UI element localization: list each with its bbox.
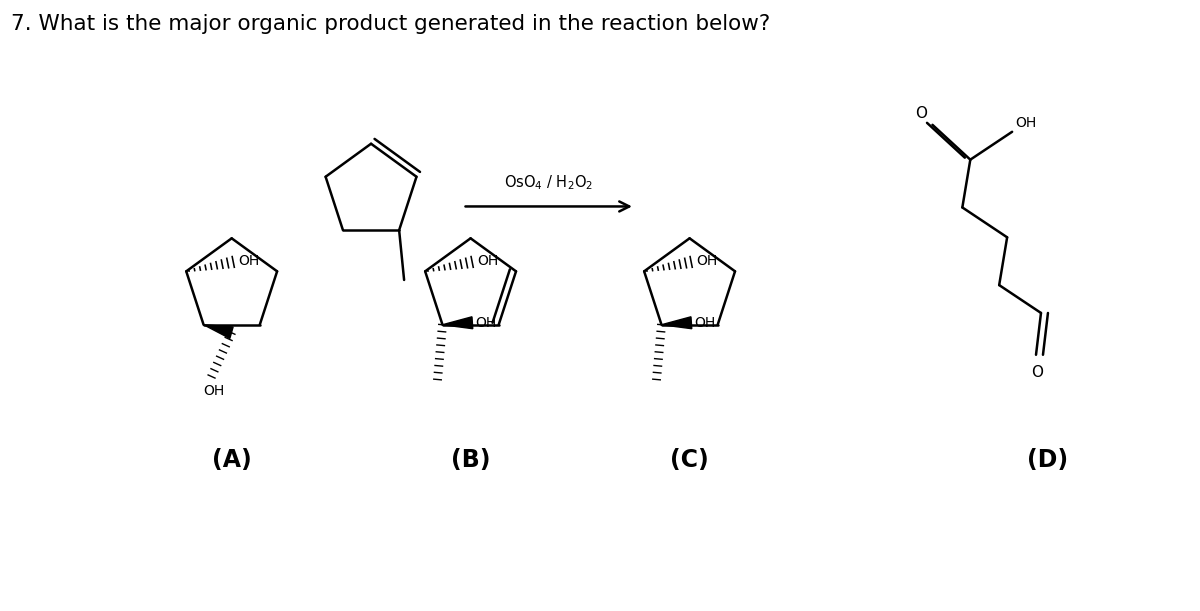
Polygon shape xyxy=(661,316,691,329)
Text: OH: OH xyxy=(238,254,259,268)
Text: (B): (B) xyxy=(451,448,491,472)
Text: 7. What is the major organic product generated in the reaction below?: 7. What is the major organic product gen… xyxy=(11,14,770,34)
Polygon shape xyxy=(204,324,233,338)
Polygon shape xyxy=(443,316,473,329)
Text: OH: OH xyxy=(1015,116,1037,130)
Text: (A): (A) xyxy=(212,448,252,472)
Text: OH: OH xyxy=(476,254,498,268)
Text: (C): (C) xyxy=(671,448,709,472)
Text: OH: OH xyxy=(203,384,224,398)
Text: O: O xyxy=(1031,365,1043,379)
Text: (D): (D) xyxy=(1027,448,1068,472)
Text: OsO$_4$ / H$_2$O$_2$: OsO$_4$ / H$_2$O$_2$ xyxy=(504,173,593,191)
Text: OH: OH xyxy=(695,316,715,330)
Text: OH: OH xyxy=(696,254,718,268)
Text: O: O xyxy=(916,106,928,121)
Text: OH: OH xyxy=(475,316,497,330)
